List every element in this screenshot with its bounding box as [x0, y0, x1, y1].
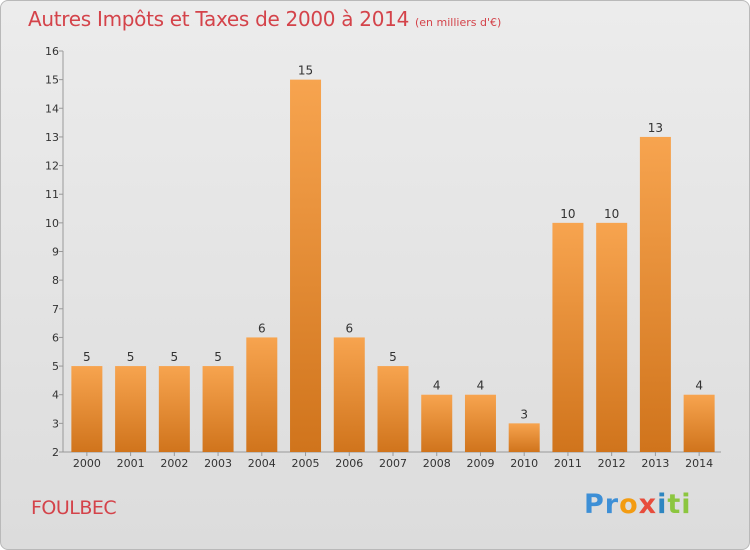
x-tick-label-2013: 2013	[641, 457, 669, 470]
y-tick-label: 8	[52, 274, 59, 287]
x-tick-label-2003: 2003	[204, 457, 232, 470]
bar-2003	[202, 366, 234, 452]
logo-part: ti	[667, 489, 692, 520]
x-tick-label-2012: 2012	[598, 457, 626, 470]
data-label-2003: 5	[214, 350, 222, 364]
bar-2013	[639, 136, 671, 452]
x-tick-label-2004: 2004	[248, 457, 276, 470]
y-tick-label: 9	[52, 246, 59, 259]
x-tick-label-2008: 2008	[423, 457, 451, 470]
x-tick-label-2007: 2007	[379, 457, 407, 470]
x-tick-label-2006: 2006	[335, 457, 363, 470]
y-tick-label: 14	[45, 102, 59, 115]
data-label-2004: 6	[258, 321, 266, 335]
y-tick-label: 3	[52, 417, 59, 430]
commune-name: FOULBEC	[31, 497, 117, 519]
data-label-2001: 5	[127, 350, 135, 364]
bar-2008	[421, 394, 453, 452]
data-label-2008: 4	[433, 379, 441, 393]
unit-label: (en milliers d'€)	[415, 16, 502, 29]
bar-2011	[552, 222, 584, 452]
y-tick-label: 6	[52, 331, 59, 344]
data-label-2013: 13	[648, 121, 663, 135]
bar-2004	[246, 337, 278, 452]
bar-2007	[377, 366, 409, 452]
bar-2001	[115, 366, 147, 452]
x-tick-label-2009: 2009	[466, 457, 494, 470]
bar-2009	[464, 394, 496, 452]
logo-part: o	[619, 489, 639, 520]
x-tick-label-2002: 2002	[160, 457, 188, 470]
data-label-2011: 10	[560, 207, 575, 221]
bar-2010	[508, 423, 540, 452]
data-label-2010: 3	[520, 407, 528, 421]
data-label-2005: 15	[298, 64, 313, 78]
logo-part: i	[657, 489, 668, 520]
y-tick-label: 10	[45, 217, 59, 230]
data-label-2014: 4	[695, 379, 703, 393]
chart-title: Autres Impôts et Taxes de 2000 à 2014 (en…	[28, 7, 502, 31]
proxiti-logo[interactable]: Proxiti	[584, 489, 692, 520]
y-tick-label: 15	[45, 74, 59, 87]
data-label-2006: 6	[345, 321, 353, 335]
data-label-2000: 5	[83, 350, 91, 364]
y-tick-label: 12	[45, 160, 59, 173]
y-tick-label: 16	[45, 45, 59, 58]
x-tick-label-2000: 2000	[73, 457, 101, 470]
x-tick-label-2005: 2005	[292, 457, 320, 470]
y-tick-label: 13	[45, 131, 59, 144]
logo-part: Pr	[584, 489, 620, 520]
bar-2002	[158, 366, 190, 452]
data-label-2007: 5	[389, 350, 397, 364]
y-tick-label: 5	[52, 360, 59, 373]
bar-2014	[683, 394, 715, 452]
logo-part: x	[638, 489, 658, 520]
y-tick-label: 4	[52, 389, 59, 402]
bar-2005	[290, 79, 322, 453]
y-tick-label: 7	[52, 303, 59, 316]
data-label-2002: 5	[171, 350, 179, 364]
bar-2000	[71, 366, 103, 452]
x-tick-label-2010: 2010	[510, 457, 538, 470]
x-tick-label-2014: 2014	[685, 457, 713, 470]
data-label-2012: 10	[604, 207, 619, 221]
y-tick-label: 11	[45, 188, 59, 201]
x-tick-label-2011: 2011	[554, 457, 582, 470]
bar-2012	[596, 222, 628, 452]
y-tick-label: 2	[52, 446, 59, 459]
x-tick-label-2001: 2001	[117, 457, 145, 470]
data-label-2009: 4	[477, 379, 485, 393]
bar-2006	[333, 337, 365, 452]
